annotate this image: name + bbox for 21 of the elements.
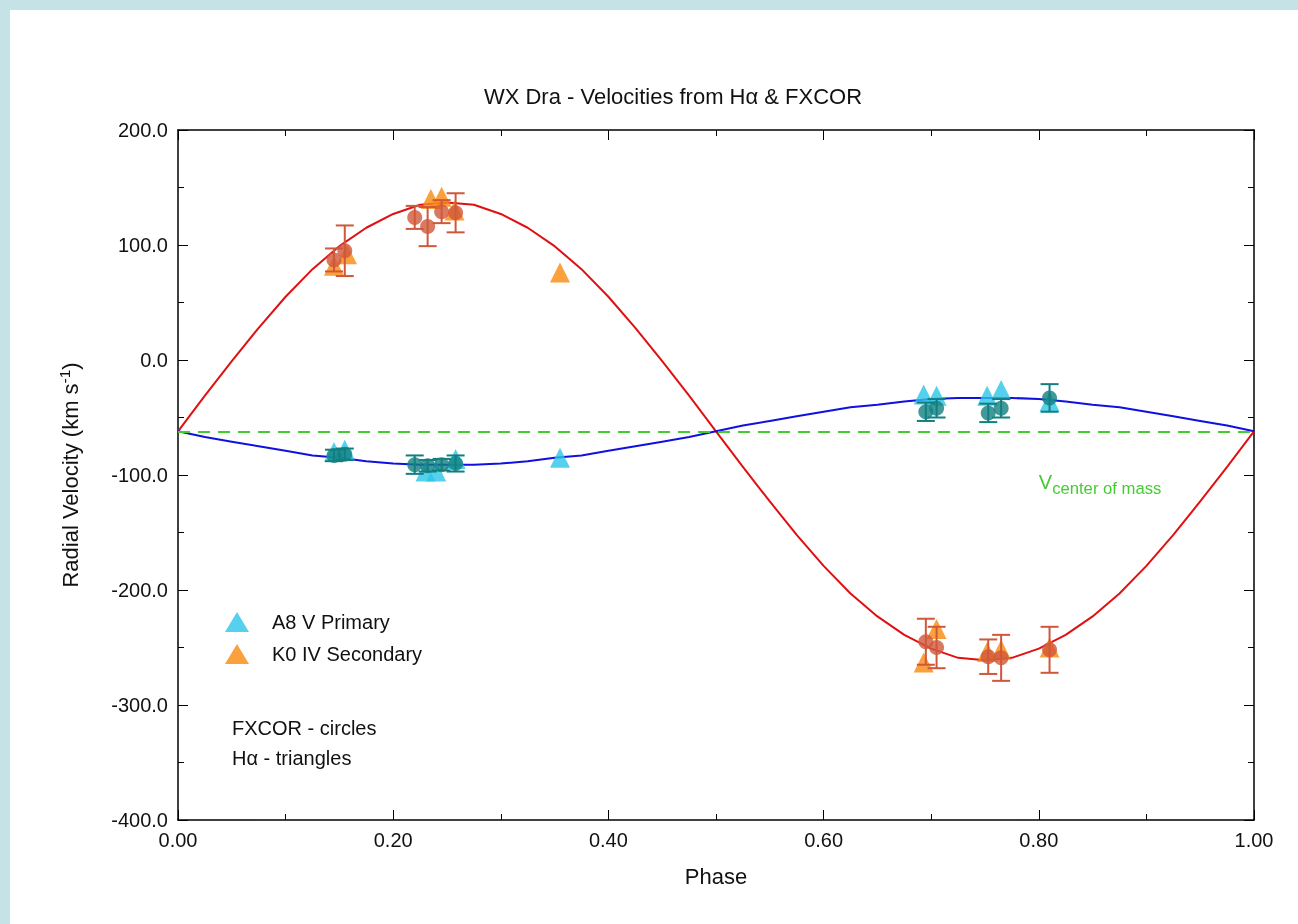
legend-label: K0 IV Secondary <box>272 643 423 665</box>
y-tick-label: -300.0 <box>111 694 168 716</box>
y-tick-label: 100.0 <box>117 234 168 256</box>
chart-title: WX Dra - Velocities from Hα & FXCOR <box>483 83 863 109</box>
x-tick-label: 0.80 <box>1019 829 1059 851</box>
x-tick-label: 0.20 <box>373 829 413 851</box>
x-tick-label: 0.40 <box>588 829 628 851</box>
x-axis-title: Phase <box>684 863 748 889</box>
y-tick-label: 0.0 <box>140 349 168 371</box>
y-tick-label: -400.0 <box>111 809 168 831</box>
x-tick-label: 0.00 <box>158 829 198 851</box>
y-tick-label: -200.0 <box>111 579 168 601</box>
annotation: Hα - triangles <box>232 747 352 770</box>
annotation: FXCOR - circles <box>232 717 377 740</box>
x-tick-label: 1.00 <box>1234 829 1274 851</box>
legend-label: A8 V Primary <box>272 611 390 633</box>
x-tick-label: 0.60 <box>804 829 844 851</box>
y-axis-title: Radial Velocity (km s-1) <box>56 362 83 588</box>
y-tick-label: 200.0 <box>117 119 168 141</box>
ref-line-label: V$_{center of mass}$ <box>1038 471 1162 500</box>
y-tick-label: -100.0 <box>111 464 168 486</box>
